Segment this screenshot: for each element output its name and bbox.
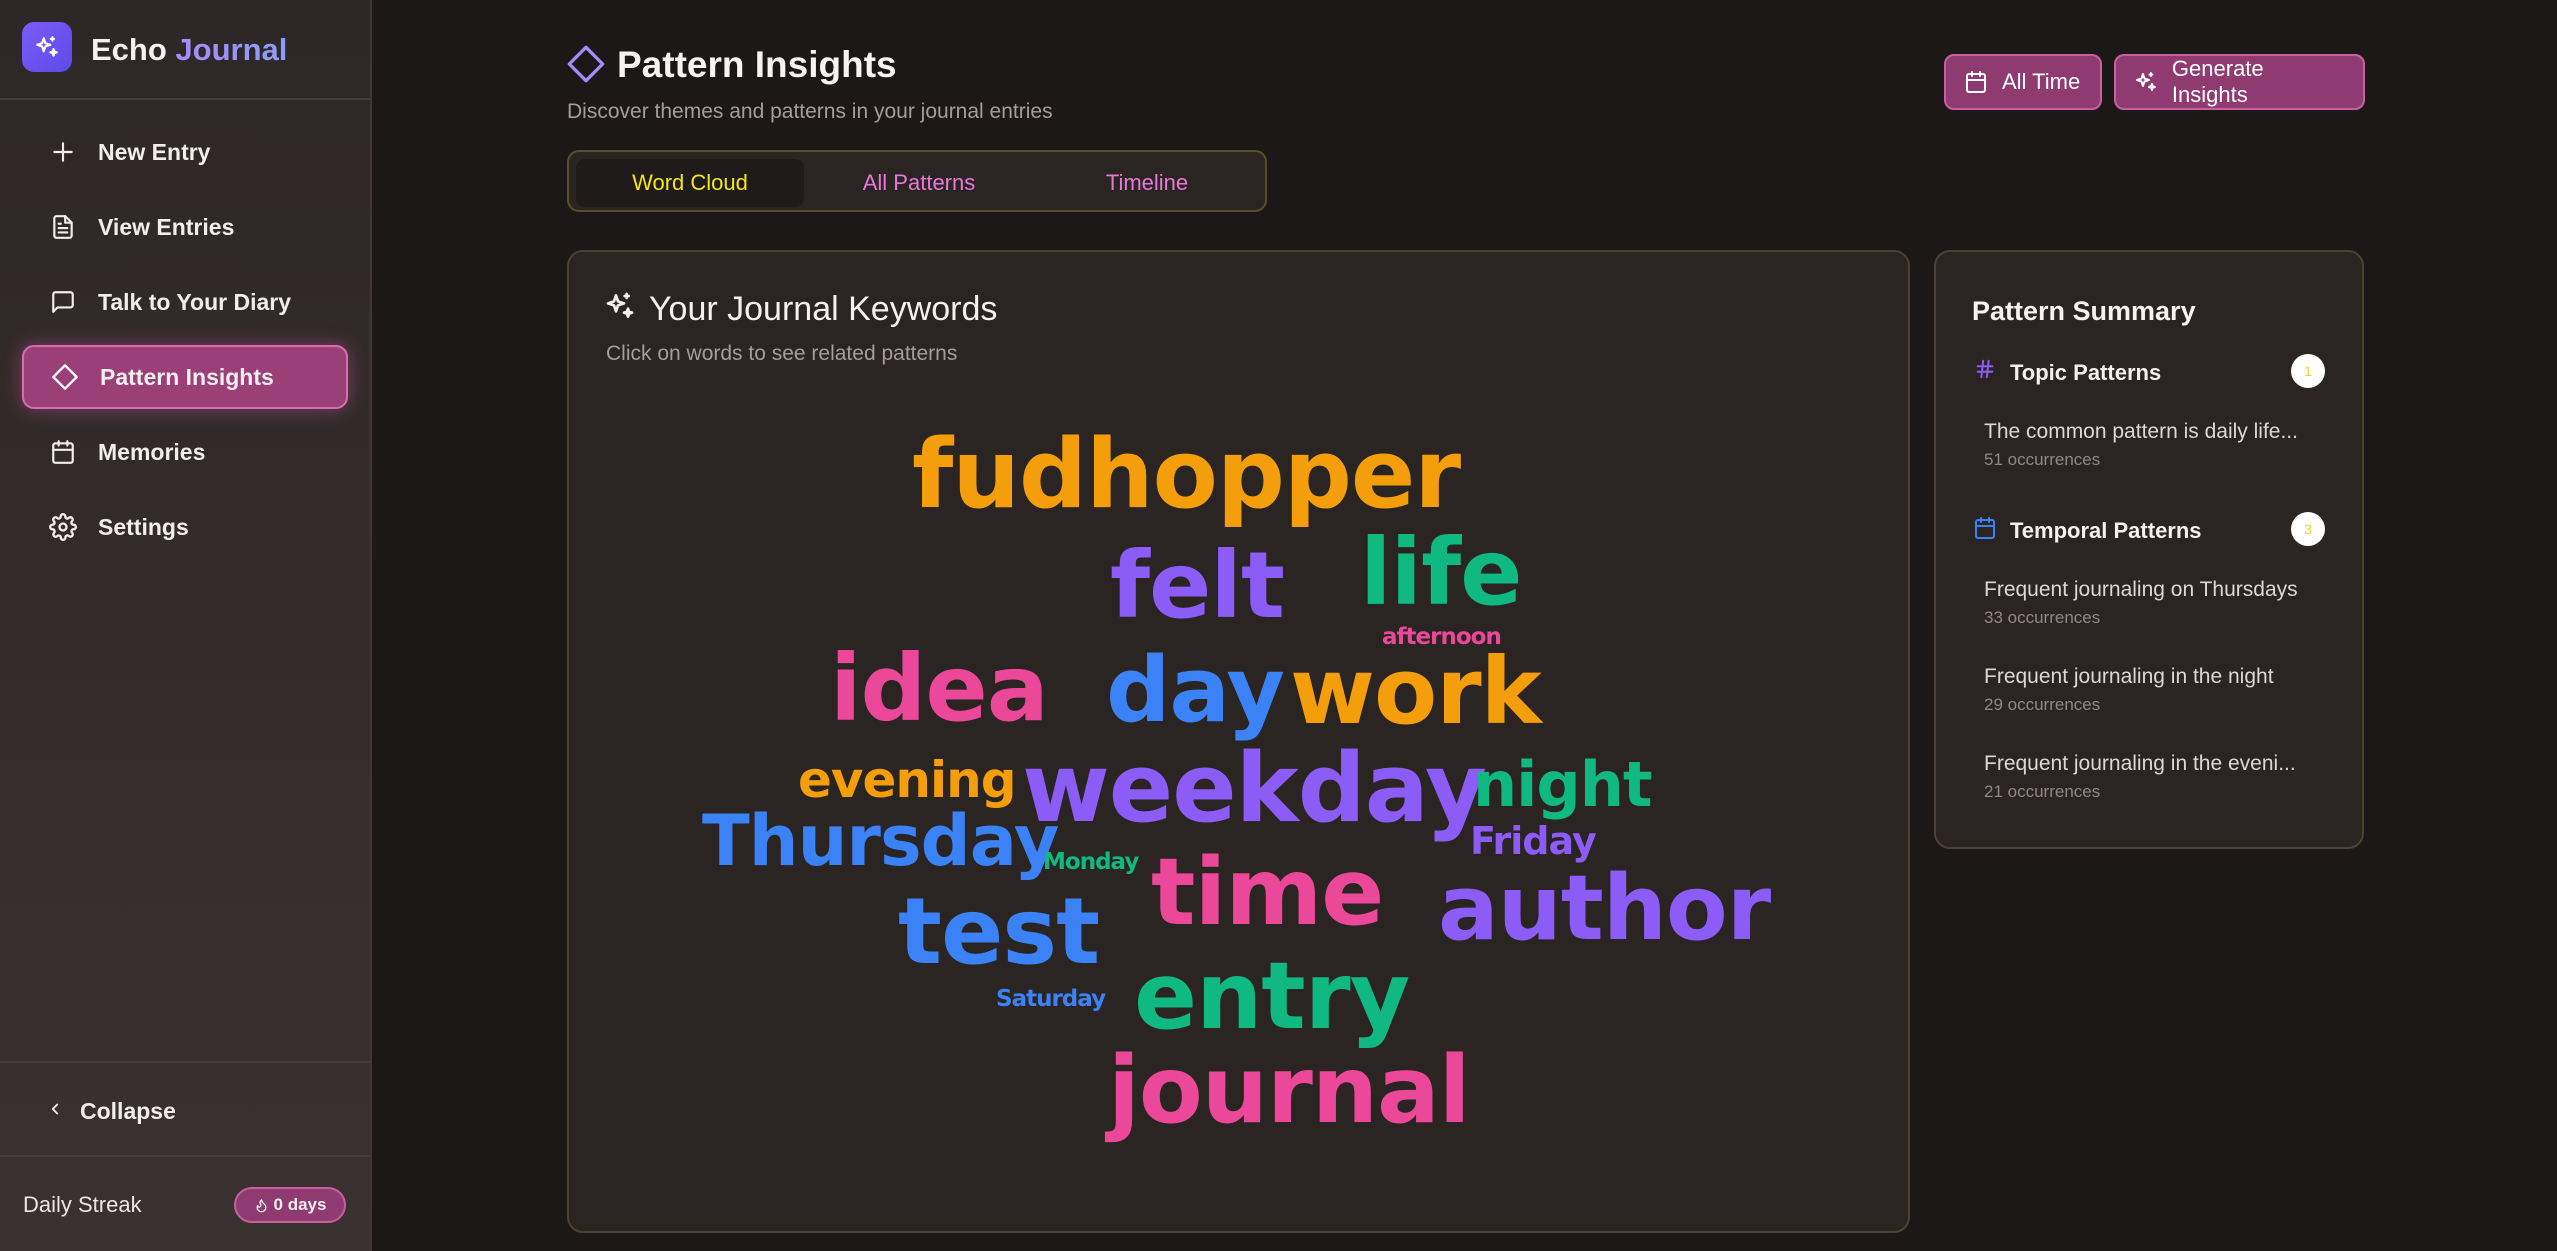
temporal-patterns-title: Temporal Patterns [2010, 518, 2202, 543]
sidebar: Echo Journal New Entry View Entries Talk… [0, 0, 372, 1251]
calendar-icon [48, 437, 78, 467]
sidebar-item-talk-to-diary[interactable]: Talk to Your Diary [22, 270, 348, 334]
sidebar-item-label: Settings [98, 513, 189, 540]
sidebar-nav: New Entry View Entries Talk to Your Diar… [22, 120, 348, 570]
app-name: Echo Journal [91, 32, 288, 67]
all-time-button[interactable]: All Time [1944, 54, 2102, 110]
hash-icon [1974, 358, 1996, 385]
generate-insights-label: Generate Insights [2171, 56, 2264, 107]
calendar-icon [1973, 516, 1997, 545]
word-journal[interactable]: journal [1108, 1036, 1471, 1144]
sidebar-item-label: Pattern Insights [100, 363, 274, 390]
calendar-icon [1966, 71, 1986, 93]
sidebar-item-pattern-insights[interactable]: Pattern Insights [22, 345, 348, 409]
tab-word-cloud[interactable]: Word Cloud [576, 159, 804, 207]
tab-all-patterns[interactable]: All Patterns [862, 170, 976, 195]
diamond-icon [566, 44, 606, 89]
streak-badge: 0 days [234, 1187, 346, 1223]
word-saturday[interactable]: Saturday [996, 986, 1106, 1012]
word-thursday[interactable]: Thursday [702, 800, 1059, 882]
word-work[interactable]: work [1290, 638, 1542, 745]
sidebar-item-new-entry[interactable]: New Entry [22, 120, 348, 184]
word-fudhopper[interactable]: fudhopper [912, 420, 1461, 530]
word-author[interactable]: author [1438, 856, 1771, 961]
sparkles-icon [2135, 72, 2156, 91]
diamond-icon [50, 362, 80, 392]
sparkles-logo-icon[interactable] [22, 22, 72, 72]
message-square-icon [48, 287, 78, 317]
pattern-item-occurrences: 29 occurrences [1984, 695, 2101, 714]
pattern-item-title[interactable]: The common pattern is daily life... [1984, 420, 2298, 443]
sidebar-item-view-entries[interactable]: View Entries [22, 195, 348, 259]
pattern-summary-card [1934, 250, 2364, 849]
word-afternoon[interactable]: afternoon [1382, 624, 1502, 650]
file-text-icon [48, 212, 78, 242]
pattern-item-occurrences: 21 occurrences [1984, 782, 2101, 801]
collapse-label: Collapse [80, 1097, 176, 1124]
sidebar-item-settings[interactable]: Settings [22, 495, 348, 559]
word-felt[interactable]: felt [1110, 532, 1285, 639]
word-evening[interactable]: evening [798, 751, 1017, 809]
keywords-title: Your Journal Keywords [649, 290, 998, 328]
plus-icon [48, 137, 78, 167]
word-night[interactable]: night [1473, 748, 1653, 821]
word-entry[interactable]: entry [1134, 942, 1410, 1050]
brand-header: Echo Journal [0, 0, 372, 100]
word-time[interactable]: time [1151, 838, 1384, 946]
divider [0, 1061, 372, 1063]
sidebar-item-label: New Entry [98, 138, 211, 165]
pattern-item-occurrences: 33 occurrences [1984, 608, 2101, 627]
daily-streak-label: Daily Streak [23, 1192, 142, 1217]
keywords-card [567, 250, 1910, 1233]
page-title: Pattern Insights [617, 44, 897, 85]
sidebar-item-label: View Entries [98, 213, 235, 240]
word-idea[interactable]: idea [830, 635, 1049, 742]
chevron-left-icon [46, 1100, 64, 1123]
word-test[interactable]: test [898, 878, 1100, 985]
pattern-item-title[interactable]: Frequent journaling in the night [1984, 665, 2274, 688]
pattern-summary-title: Pattern Summary [1972, 296, 2196, 326]
sidebar-item-label: Talk to Your Diary [98, 288, 291, 315]
word-monday[interactable]: Monday [1043, 849, 1139, 875]
temporal-patterns-count: 3 [2291, 512, 2325, 546]
word-friday[interactable]: Friday [1470, 819, 1597, 863]
word-life[interactable]: life [1360, 519, 1522, 626]
collapse-button[interactable]: Collapse [22, 1080, 348, 1142]
topic-patterns-count: 1 [2291, 354, 2325, 388]
streak-value: 0 days [273, 1195, 327, 1214]
pattern-item-title[interactable]: Frequent journaling on Thursdays [1984, 578, 2298, 601]
divider [0, 1155, 372, 1157]
keywords-subtitle: Click on words to see related patterns [606, 342, 958, 365]
word-weekday[interactable]: weekday [1022, 734, 1487, 844]
sidebar-item-memories[interactable]: Memories [22, 420, 348, 484]
pattern-item-title[interactable]: Frequent journaling in the eveni... [1984, 752, 2296, 775]
all-time-label: All Time [2002, 69, 2081, 94]
tab-timeline[interactable]: Timeline [1105, 170, 1189, 195]
generate-insights-button[interactable]: Generate Insights [2114, 54, 2365, 110]
gear-icon [48, 512, 78, 542]
word-day[interactable]: day [1106, 638, 1285, 743]
sidebar-item-label: Memories [98, 438, 206, 465]
view-tabs: Word Cloud All Patterns Timeline [567, 150, 1267, 212]
sparkles-icon [604, 290, 636, 327]
topic-patterns-title: Topic Patterns [2010, 360, 2162, 385]
pattern-item-occurrences: 51 occurrences [1984, 450, 2101, 469]
page-subtitle: Discover themes and patterns in your jou… [567, 100, 1053, 123]
flame-icon [256, 1198, 267, 1212]
